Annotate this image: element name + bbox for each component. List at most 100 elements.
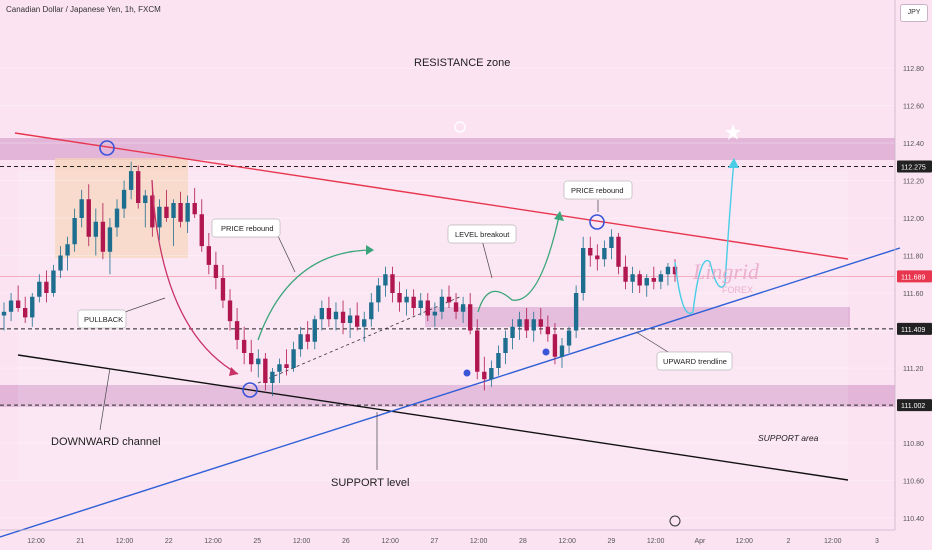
- candle-body: [65, 244, 70, 256]
- candle-body: [482, 371, 487, 380]
- candle-body: [489, 368, 494, 380]
- candle-body: [8, 300, 14, 312]
- candle-body: [256, 358, 261, 365]
- annotation-labels: RESISTANCE zone PRICE rebound PRICE rebo…: [51, 57, 819, 489]
- price-label-box: [897, 160, 932, 173]
- support-level-label: SUPPORT level: [331, 477, 409, 489]
- y-tick-label: 112.20: [903, 179, 924, 186]
- pointer-line-trendline: [635, 331, 669, 353]
- time-axis: 12:00 21 12:00 22 12:00 25 12:00 26 12:00 27 12:00…: [0, 529, 895, 545]
- candle-body: [496, 353, 501, 368]
- price-labels: 112.275 111.689 111.409 111.002: [897, 160, 932, 412]
- candle-body: [263, 358, 268, 383]
- price-label: 111.002: [901, 403, 925, 410]
- trend-lines: [0, 132, 901, 538]
- y-tick-label: 110.80: [903, 441, 924, 448]
- price-rebound-right-box: [563, 180, 633, 200]
- candle-body: [326, 308, 332, 320]
- candle-body: [347, 315, 353, 323]
- pointer-line-rebound: [277, 235, 296, 273]
- x-tick-label: 12:00: [470, 538, 488, 545]
- support-zone-band: [0, 385, 895, 407]
- candle-body: [354, 315, 360, 327]
- candle-body: [665, 266, 671, 275]
- candle-body: [644, 278, 649, 286]
- candle-body: [319, 308, 325, 320]
- candle-body: [376, 285, 381, 303]
- upward-trendline: [0, 247, 901, 538]
- candle-body: [79, 199, 84, 218]
- rebound-arrow-left: [257, 249, 374, 341]
- star-icon: [725, 124, 741, 140]
- level-breakout-label: LEVEL breakout: [455, 230, 510, 239]
- candle-body: [439, 296, 445, 312]
- bottom-marker: [242, 382, 258, 398]
- candle-body: [566, 330, 572, 346]
- candle-body: [51, 270, 56, 293]
- candle-body: [1, 311, 7, 316]
- x-tick-label: 2: [787, 538, 791, 545]
- candle-body: [362, 319, 367, 327]
- candle-body: [573, 293, 579, 331]
- candle-body: [411, 296, 416, 308]
- markers: [99, 121, 741, 527]
- price-label: 111.689: [901, 274, 925, 281]
- chart-title: Canadian Dollar / Japanese Yen, 1h, FXCM: [6, 5, 161, 14]
- candle-body: [559, 345, 565, 357]
- candle-body: [305, 334, 310, 342]
- candle-body: [227, 300, 233, 322]
- y-tick-label: 112.40: [903, 141, 924, 148]
- candle-body: [128, 171, 134, 190]
- candle-body: [609, 236, 614, 248]
- candle-body: [467, 304, 473, 331]
- candle-body: [58, 255, 63, 271]
- x-tick-labels: 12:00 21 12:00 22 12:00 25 12:00 26 12:00 27 12:00…: [27, 538, 879, 545]
- level-breakout-box: [447, 224, 517, 244]
- watermark-sub: FOREX: [722, 285, 753, 295]
- candle-body: [340, 311, 346, 323]
- watermark: Lingrid FOREX: [692, 259, 760, 295]
- candle-body: [616, 236, 621, 267]
- breakout-arrowhead: [554, 211, 564, 221]
- candle-body: [369, 302, 374, 320]
- rebound-arrow-left-head: [366, 245, 374, 255]
- pullback-box: [77, 309, 127, 329]
- candle-body: [658, 274, 664, 282]
- candle-body: [446, 296, 452, 303]
- candle-body: [425, 300, 430, 316]
- x-tick-label: 28: [519, 538, 527, 545]
- candle-body: [538, 319, 543, 327]
- downward-channel-label: DOWNWARD channel: [51, 436, 161, 448]
- candle-body: [220, 278, 226, 301]
- candle-body: [171, 203, 176, 218]
- currency-button[interactable]: JPY: [900, 4, 928, 22]
- grid-lines: [0, 67, 895, 519]
- y-tick-label: 112.00: [903, 216, 924, 223]
- x-tick-label: 3: [875, 538, 879, 545]
- candle-body: [270, 371, 275, 383]
- candle-body: [475, 330, 480, 372]
- x-tick-label: 27: [430, 538, 438, 545]
- candles: [1, 161, 678, 397]
- candle-body: [588, 248, 593, 256]
- x-tick-label: 12:00: [27, 538, 45, 545]
- pointer-line-pullback: [124, 297, 166, 313]
- candle-body: [524, 319, 529, 331]
- candle-body: [637, 274, 642, 286]
- pullback-arrowhead: [229, 367, 238, 376]
- candle-body: [630, 274, 635, 282]
- candle-body: [672, 266, 678, 275]
- candle-body: [72, 218, 77, 245]
- y-tick-label: 111.80: [903, 254, 923, 261]
- candle-body: [284, 364, 289, 368]
- candle-body: [44, 281, 49, 293]
- resistance-zone-label: RESISTANCE zone: [414, 57, 510, 69]
- support-area-label: SUPPORT area: [758, 433, 819, 443]
- x-tick-label: 12:00: [381, 538, 399, 545]
- x-tick-label: 12:00: [647, 538, 665, 545]
- candle-body: [651, 278, 657, 282]
- pullback-arrow: [151, 179, 239, 375]
- candle-body: [291, 349, 296, 368]
